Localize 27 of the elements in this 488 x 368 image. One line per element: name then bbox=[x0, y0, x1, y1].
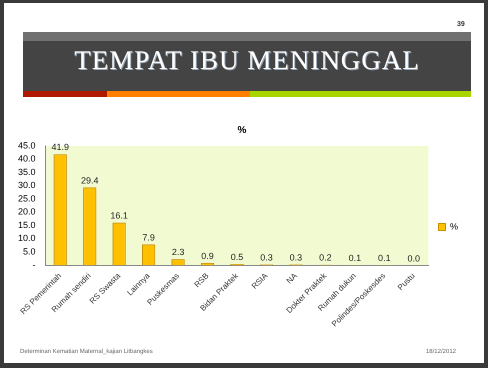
data-label: 0.2 bbox=[319, 252, 332, 263]
chart-subtitle: % bbox=[238, 124, 247, 136]
data-label: 29.4 bbox=[80, 175, 98, 186]
y-tick-label: 35.0 bbox=[18, 166, 36, 177]
chart-title: TEMPAT IBU MENINGGAL bbox=[73, 45, 421, 76]
data-label: 0.9 bbox=[201, 250, 214, 261]
data-label: 2.3 bbox=[172, 247, 184, 258]
y-tick-label: - bbox=[32, 260, 36, 270]
y-tick-label: 5.0 bbox=[23, 246, 36, 256]
data-label: 16.1 bbox=[110, 210, 128, 221]
data-label: 0.1 bbox=[378, 252, 391, 263]
y-tick-label: 40.0 bbox=[18, 154, 36, 164]
data-label: 0.5 bbox=[230, 252, 244, 262]
y-tick-label: 15.0 bbox=[18, 220, 36, 230]
y-tick-label: 10.0 bbox=[18, 233, 36, 244]
y-tick-label: 30.0 bbox=[18, 180, 36, 190]
data-label: 0.3 bbox=[260, 252, 273, 262]
data-label: 0.1 bbox=[348, 252, 362, 263]
data-label: 0.0 bbox=[408, 253, 420, 264]
data-label: 0.3 bbox=[290, 252, 302, 262]
y-tick-label: 45.0 bbox=[18, 140, 36, 150]
y-tick-label: 20.0 bbox=[18, 206, 36, 217]
data-label: 7.9 bbox=[142, 232, 155, 242]
x-tick-label: NA bbox=[284, 270, 300, 286]
legend-label: % bbox=[450, 221, 458, 232]
y-tick-label: 25.0 bbox=[18, 193, 36, 204]
data-label: 41.9 bbox=[51, 142, 70, 152]
